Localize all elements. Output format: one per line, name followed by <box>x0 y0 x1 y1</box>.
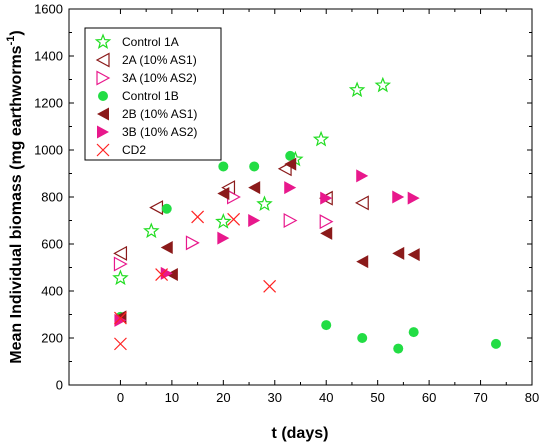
legend-label-2a: 2A (10% AS1) <box>122 53 197 67</box>
data-point <box>248 181 261 195</box>
data-point <box>312 130 330 147</box>
legend-label-control-1b: Control 1B <box>122 89 179 103</box>
data-point <box>114 337 127 351</box>
x-tick-label: 10 <box>165 390 179 405</box>
legend-label-2b: 2B (10% AS1) <box>122 107 197 121</box>
data-point <box>217 186 230 200</box>
series-0 <box>112 76 392 286</box>
data-point <box>218 161 229 172</box>
series-5 <box>114 169 420 327</box>
data-point <box>285 150 296 161</box>
data-point <box>215 213 232 229</box>
legend-marker <box>96 70 111 86</box>
data-point <box>217 231 230 245</box>
y-axis-title: Mean Individual biomass (mg earthworms-1… <box>5 30 25 363</box>
data-point <box>227 189 241 205</box>
data-point <box>263 279 277 293</box>
x-tick-label: 70 <box>473 390 487 405</box>
data-point <box>284 181 297 195</box>
y-axis-title-superscript: -1 <box>5 36 17 46</box>
x-tick-label: 30 <box>268 390 282 405</box>
legend-marker <box>98 91 108 101</box>
y-tick-label: 0 <box>56 378 63 393</box>
y-axis-title-close: ) <box>8 30 25 35</box>
data-point <box>320 226 333 240</box>
data-point <box>185 235 200 251</box>
data-point <box>155 268 169 281</box>
data-point <box>392 246 405 260</box>
data-point <box>143 222 160 239</box>
series-6 <box>114 210 277 351</box>
y-tick-label: 1200 <box>34 96 63 111</box>
data-point <box>160 241 173 255</box>
data-point <box>319 214 334 230</box>
data-point <box>393 343 404 354</box>
data-point <box>348 81 366 98</box>
data-point <box>114 313 127 327</box>
data-point <box>248 214 261 227</box>
data-point <box>112 269 129 286</box>
data-point <box>321 320 332 331</box>
legend-box <box>84 27 222 161</box>
data-point <box>374 76 392 93</box>
legend-marker <box>97 125 109 139</box>
x-tick-label: 0 <box>117 390 124 405</box>
legend-marker <box>96 143 110 157</box>
y-tick-label: 200 <box>41 331 63 346</box>
data-point <box>354 195 369 211</box>
y-tick-label: 600 <box>41 237 63 252</box>
x-tick-label: 50 <box>370 390 384 405</box>
data-point <box>407 248 420 262</box>
data-point <box>283 212 298 229</box>
series-3 <box>115 150 501 354</box>
y-tick-label: 1400 <box>34 49 63 64</box>
x-tick-label: 60 <box>422 390 436 405</box>
data-point <box>408 327 419 338</box>
x-tick-label: 20 <box>216 390 230 405</box>
y-tick-label: 400 <box>41 284 63 299</box>
series-4 <box>114 157 420 324</box>
legend-label-control-1a: Control 1A <box>122 35 179 49</box>
legend: Control 1A 2A (10% AS1) 3A (10% AS2) Con… <box>84 27 222 161</box>
legend-markers <box>94 33 112 157</box>
legend-marker <box>97 107 109 121</box>
data-point <box>277 161 292 177</box>
data-point <box>114 311 127 325</box>
data-point <box>113 245 128 261</box>
data-point <box>249 161 260 172</box>
data-point <box>161 203 172 214</box>
data-point <box>320 191 333 205</box>
data-point <box>191 210 205 224</box>
data-point <box>407 191 420 205</box>
y-axis-title-main: Mean Individual biomass (mg earthworms <box>8 45 25 363</box>
data-point <box>165 268 178 282</box>
legend-label-3b: 3B (10% AS2) <box>122 125 197 139</box>
axis-ticks: 0 10 20 30 40 50 60 70 8002004006008001000120014… <box>34 2 539 406</box>
x-tick-label: 80 <box>525 390 539 405</box>
series-1 <box>113 161 369 261</box>
x-axis-title: t (days) <box>272 425 329 442</box>
data-point <box>357 333 368 343</box>
y-tick-label: 1000 <box>34 143 63 158</box>
data-marks <box>112 76 501 354</box>
data-point <box>113 256 128 272</box>
x-tick-label: 40 <box>319 390 333 405</box>
data-point <box>356 169 369 183</box>
data-point <box>227 212 241 226</box>
data-point <box>490 338 501 349</box>
legend-marker <box>94 33 112 50</box>
legend-label-cd2: CD2 <box>122 143 146 157</box>
legend-label-3a: 3A (10% AS2) <box>122 71 197 85</box>
data-point <box>392 190 405 204</box>
legend-marker <box>95 52 110 68</box>
data-point <box>356 255 369 269</box>
data-point <box>256 195 273 212</box>
y-tick-label: 800 <box>41 190 63 205</box>
data-point <box>149 200 164 216</box>
y-tick-label: 1600 <box>34 2 63 17</box>
data-point <box>284 157 297 171</box>
